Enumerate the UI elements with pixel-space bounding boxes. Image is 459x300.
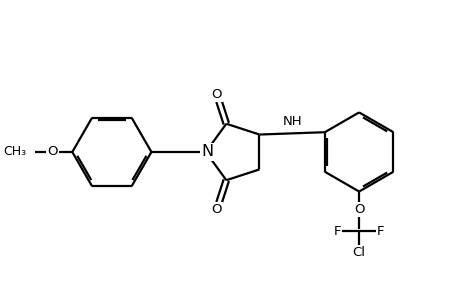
Text: Cl: Cl xyxy=(352,246,365,260)
Text: NH: NH xyxy=(282,115,301,128)
Text: N: N xyxy=(202,145,213,160)
Text: O: O xyxy=(211,203,222,216)
Text: O: O xyxy=(47,146,58,158)
Text: O: O xyxy=(211,88,222,101)
Text: CH₃: CH₃ xyxy=(4,146,27,158)
Text: F: F xyxy=(376,225,384,238)
Text: F: F xyxy=(333,225,341,238)
Text: O: O xyxy=(353,203,364,216)
